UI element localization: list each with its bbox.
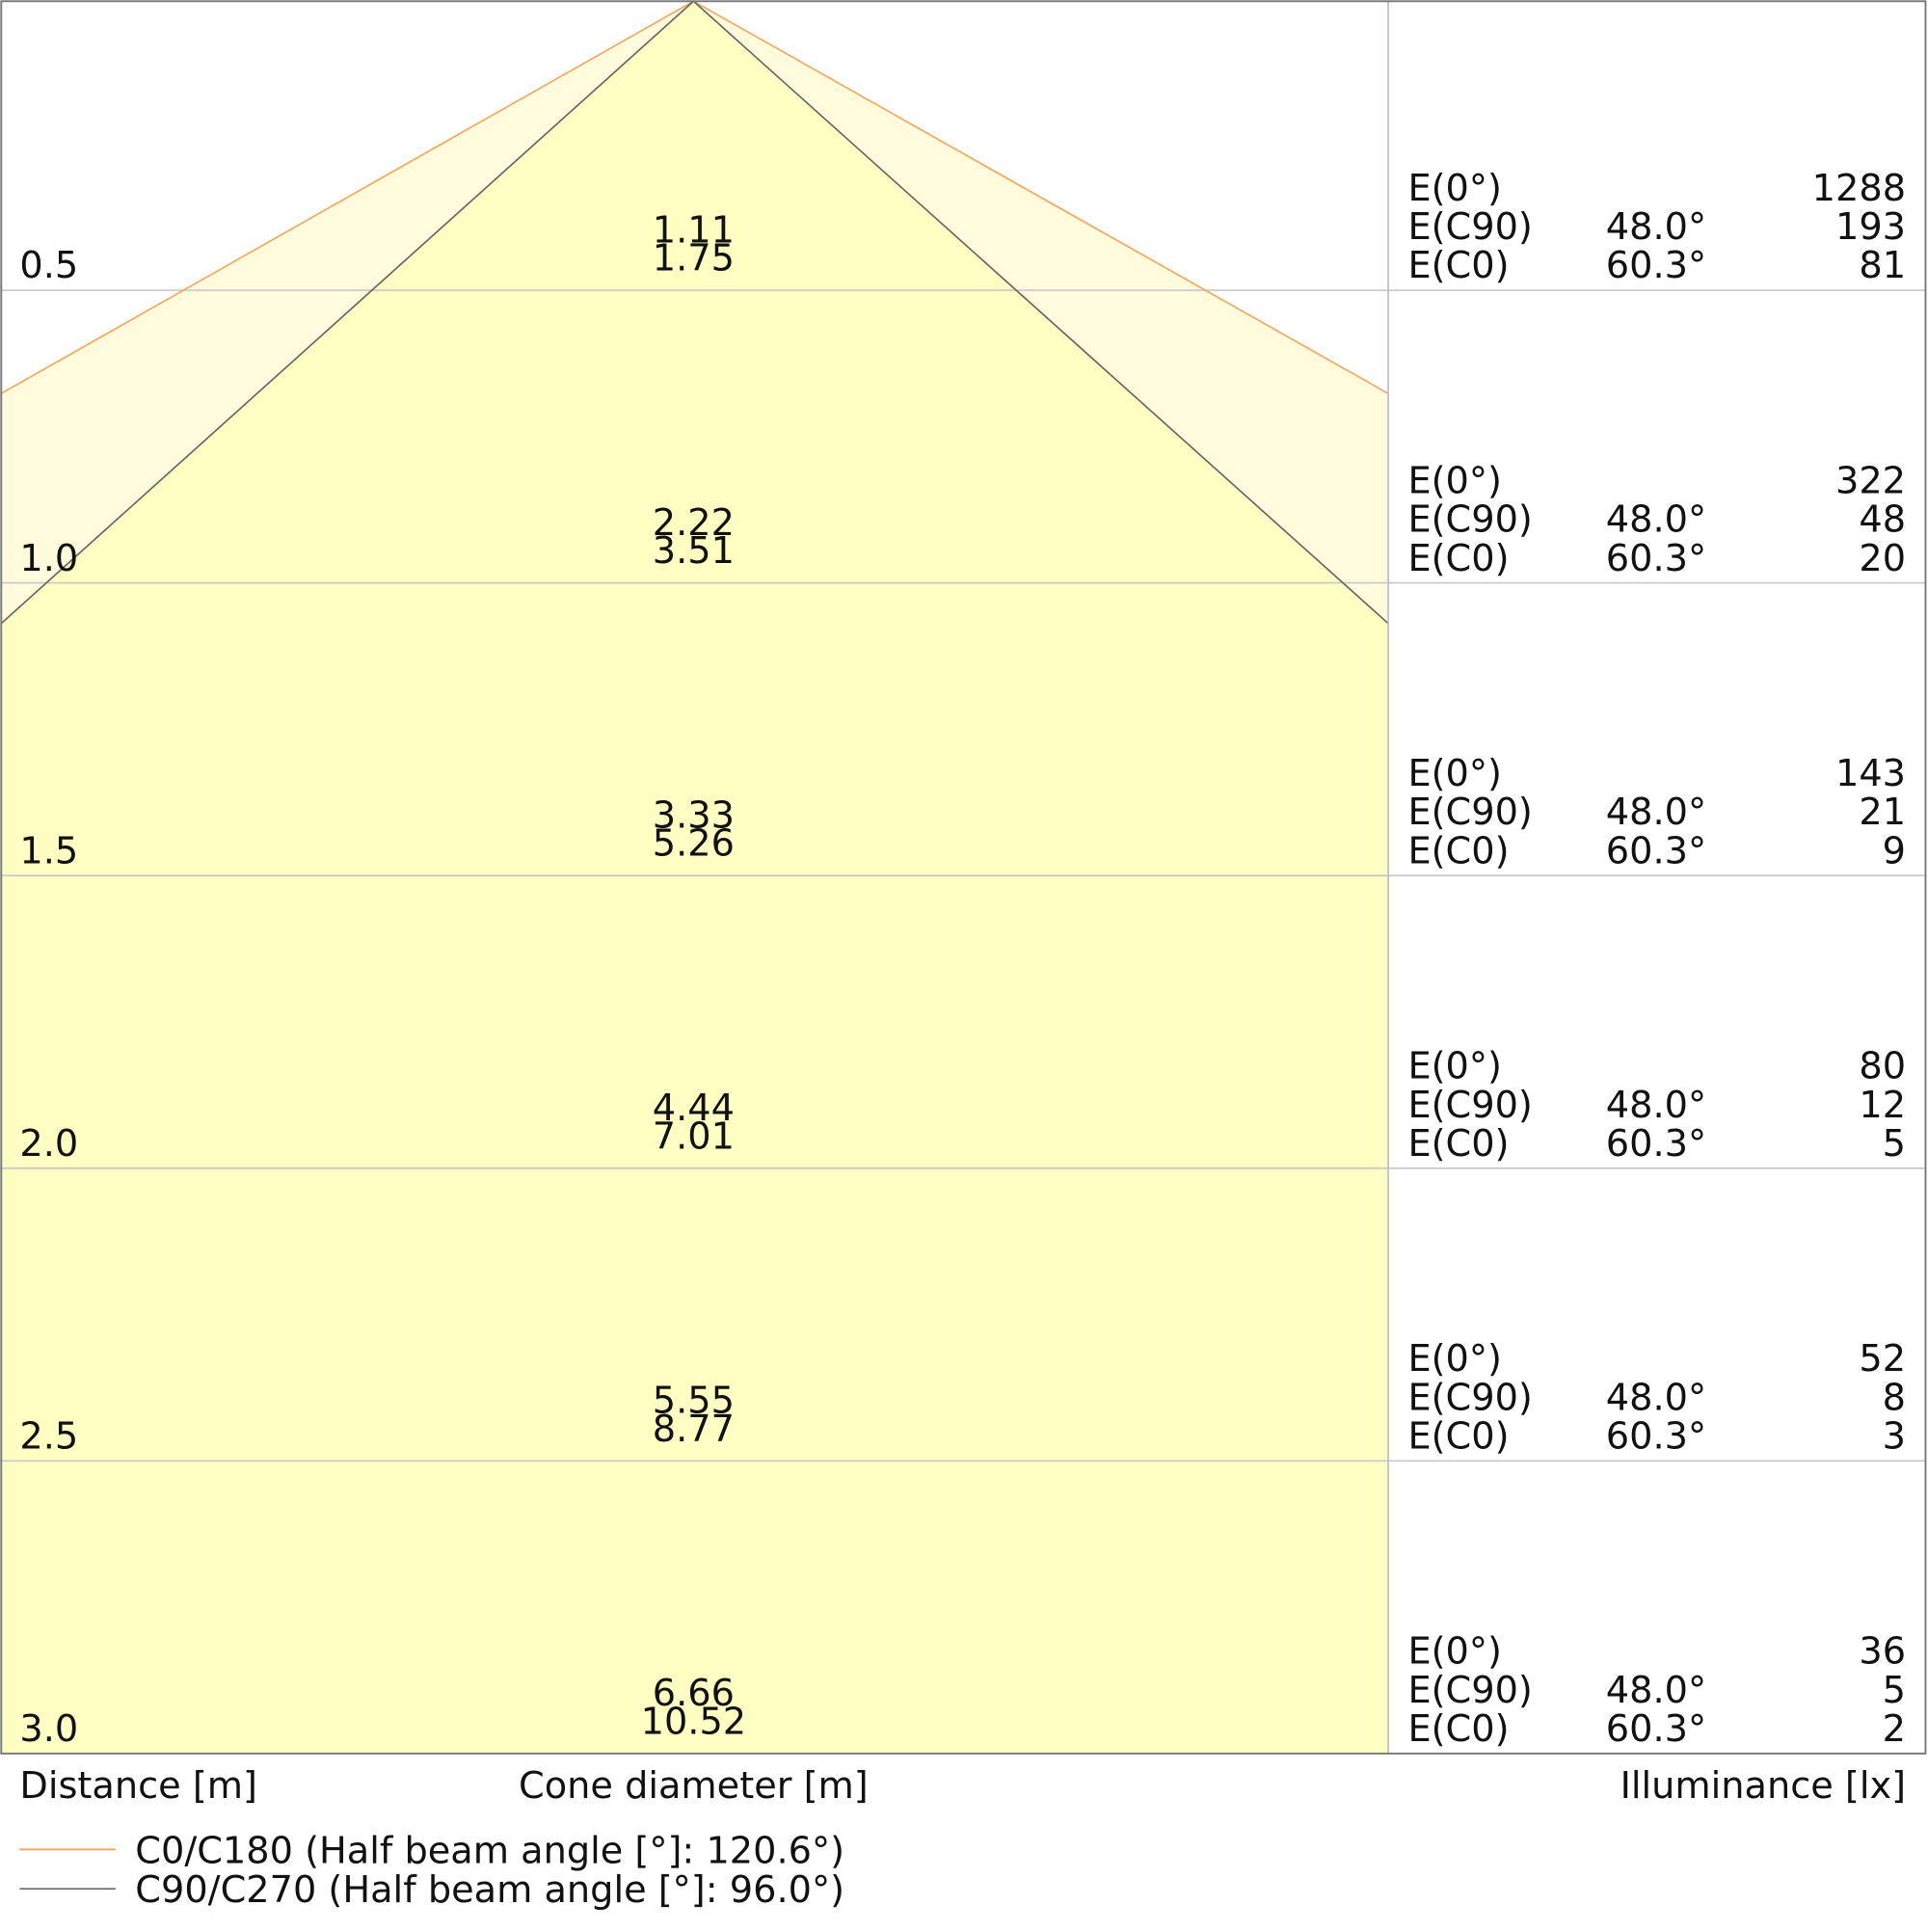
illuminance-label: E(C90): [1407, 498, 1532, 542]
illuminance-angle: 48.0°: [1606, 1669, 1706, 1712]
illuminance-label: E(0°): [1407, 459, 1501, 502]
illuminance-label: E(C90): [1407, 791, 1532, 834]
illuminance-angle: 48.0°: [1606, 498, 1706, 542]
illuminance-label: E(C90): [1407, 1376, 1532, 1419]
illuminance-label: E(C0): [1407, 829, 1509, 872]
illuminance-label: E(0°): [1407, 1045, 1501, 1088]
illuminance-label: E(0°): [1407, 167, 1501, 210]
illuminance-value: 5: [1883, 1669, 1906, 1712]
illuminance-label: E(C0): [1407, 1415, 1509, 1459]
illuminance-value: 81: [1859, 244, 1906, 287]
illuminance-angle: 60.3°: [1606, 1415, 1706, 1459]
cone-diameter: 4.44: [653, 1087, 735, 1130]
illuminance-value: 143: [1835, 752, 1906, 795]
illuminance-angle: 60.3°: [1606, 537, 1706, 580]
frame: [0, 0, 1927, 1755]
illuminance-value: 20: [1859, 537, 1906, 580]
cone-diameter: 3.33: [653, 793, 735, 837]
illuminance-value: 21: [1859, 791, 1906, 834]
cone-diameter: 10.52: [641, 1700, 747, 1743]
illuminance-angle: 60.3°: [1606, 244, 1706, 287]
illuminance-label: E(C0): [1407, 537, 1509, 580]
illuminance-value: 5: [1883, 1122, 1906, 1166]
illuminance-value: 193: [1835, 205, 1906, 249]
illuminance-label: E(C90): [1407, 205, 1532, 249]
distance-label: 1.5: [19, 829, 78, 872]
illuminance-label: E(C90): [1407, 1669, 1532, 1712]
illuminance-angle: 60.3°: [1606, 1707, 1706, 1751]
illuminance-angle: 48.0°: [1606, 205, 1706, 249]
illuminance-value: 9: [1883, 829, 1906, 872]
illuminance-label: E(C0): [1407, 1707, 1509, 1751]
illuminance-angle: 48.0°: [1606, 1084, 1706, 1127]
cone-diameter: 8.77: [653, 1408, 735, 1451]
illuminance-label: E(0°): [1407, 1337, 1501, 1381]
illuminance-value: 52: [1859, 1337, 1906, 1381]
cone-diameter: 7.01: [653, 1114, 735, 1158]
distance-label: 1.0: [19, 537, 78, 580]
cone-diameter: 1.75: [653, 237, 735, 281]
illuminance-angle: 48.0°: [1606, 1376, 1706, 1419]
illuminance-label: E(C0): [1407, 1122, 1509, 1166]
legend-label: C0/C180 (Half beam angle [°]: 120.6°): [135, 1829, 844, 1872]
illuminance-value: 12: [1859, 1084, 1906, 1127]
distance-label: 2.5: [19, 1415, 78, 1459]
illuminance-label: E(0°): [1407, 752, 1501, 795]
illuminance-value: 322: [1835, 459, 1906, 502]
illuminance-angle: 60.3°: [1606, 1122, 1706, 1166]
illuminance-value: 2: [1883, 1707, 1906, 1751]
illuminance-value: 36: [1859, 1630, 1906, 1674]
distance-label: 0.5: [19, 244, 78, 287]
distance-label: 2.0: [19, 1122, 78, 1166]
cone-diameter: 6.66: [653, 1672, 735, 1715]
cone-diameter: 2.22: [653, 501, 735, 545]
distance-label: 3.0: [19, 1707, 78, 1751]
c90-cone-area: [1, 1, 1389, 1754]
cone-diameter: 5.55: [653, 1380, 735, 1423]
axis-label: Cone diameter [m]: [519, 1764, 869, 1808]
illuminance-value: 80: [1859, 1045, 1906, 1088]
illuminance-label: E(C90): [1407, 1084, 1532, 1127]
cone-diameter: 1.11: [653, 208, 735, 252]
illuminance-value: 3: [1883, 1415, 1906, 1459]
illuminance-value: 48: [1859, 498, 1906, 542]
axis-label: Distance [m]: [19, 1764, 257, 1808]
illuminance-label: E(0°): [1407, 1630, 1501, 1674]
illuminance-label: E(C0): [1407, 244, 1509, 287]
illuminance-angle: 60.3°: [1606, 829, 1706, 872]
illuminance-value: 1288: [1812, 167, 1906, 210]
cone-diameter: 5.26: [653, 822, 735, 866]
legend-label: C90/C270 (Half beam angle [°]: 96.0°): [135, 1868, 844, 1912]
axis-label: Illuminance [lx]: [1620, 1764, 1906, 1808]
illuminance-angle: 48.0°: [1606, 791, 1706, 834]
illuminance-value: 8: [1883, 1376, 1906, 1419]
cone-diameter: 3.51: [653, 529, 735, 573]
